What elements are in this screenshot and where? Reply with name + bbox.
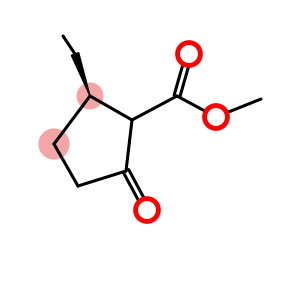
Polygon shape bbox=[71, 53, 90, 96]
Circle shape bbox=[76, 82, 103, 109]
Circle shape bbox=[38, 128, 70, 160]
